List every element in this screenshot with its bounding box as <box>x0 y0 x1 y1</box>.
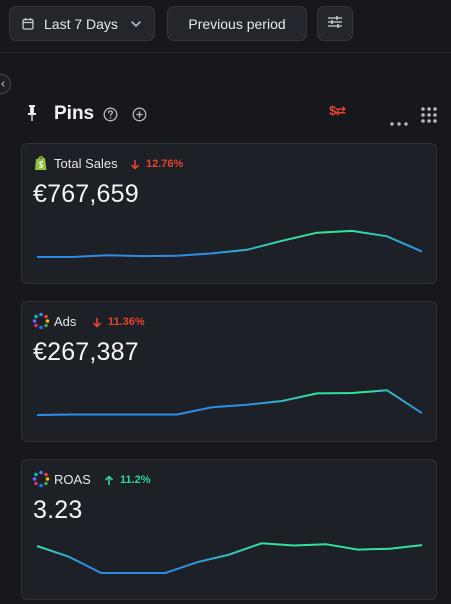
chevron-down-icon <box>130 18 142 30</box>
sparkline-chart <box>37 229 423 258</box>
arrow-up-icon <box>104 474 114 486</box>
arrow-down-icon <box>130 159 140 170</box>
metric-card-roas[interactable]: ROAS 11.2% 3.23 <box>21 459 437 600</box>
currency-swap-icon[interactable]: $⇄ <box>329 103 346 118</box>
metric-value: 3.23 <box>33 496 83 524</box>
sparkline-chart <box>36 542 423 574</box>
date-range-button[interactable]: Last 7 Days <box>9 6 155 41</box>
ads-icon <box>32 312 50 330</box>
metric-value: €267,387 <box>33 338 139 366</box>
metric-change: 11.2% <box>104 474 151 486</box>
pin-icon <box>26 104 38 127</box>
metric-label: Ads <box>54 314 77 329</box>
date-range-label: Last 7 Days <box>44 15 118 32</box>
metric-change-value: 11.2% <box>120 474 151 486</box>
compare-period-button[interactable]: Previous period <box>167 6 307 41</box>
sparkline-chart <box>36 389 423 416</box>
compare-period-label: Previous period <box>188 15 286 32</box>
top-toolbar: Last 7 Days Previous period <box>0 0 451 53</box>
metric-label: ROAS <box>54 472 91 487</box>
metric-card-ads[interactable]: Ads 11.36% €267,387 <box>21 301 437 442</box>
grid-icon[interactable] <box>420 106 438 129</box>
metric-value: €767,659 <box>33 180 139 208</box>
metric-change: 12.76% <box>130 158 183 170</box>
sidebar-collapse-toggle[interactable] <box>0 74 11 94</box>
add-pin-icon[interactable] <box>132 107 147 127</box>
metric-card-total-sales[interactable]: Total Sales 12.76% €767,659 <box>21 143 437 284</box>
shopify-icon <box>32 154 50 172</box>
arrow-down-icon <box>92 317 102 328</box>
pins-section-header: Pins $⇄ <box>0 100 451 130</box>
sliders-icon <box>327 15 343 32</box>
more-icon[interactable] <box>390 113 408 131</box>
help-icon[interactable] <box>103 107 118 127</box>
metric-change: 11.36% <box>92 316 145 328</box>
calendar-icon <box>22 17 34 30</box>
settings-sliders-button[interactable] <box>317 6 353 41</box>
metric-label: Total Sales <box>54 156 118 171</box>
metric-change-value: 11.36% <box>108 316 145 328</box>
pins-title: Pins <box>54 103 95 124</box>
roas-icon <box>32 470 50 488</box>
metric-change-value: 12.76% <box>146 158 184 170</box>
